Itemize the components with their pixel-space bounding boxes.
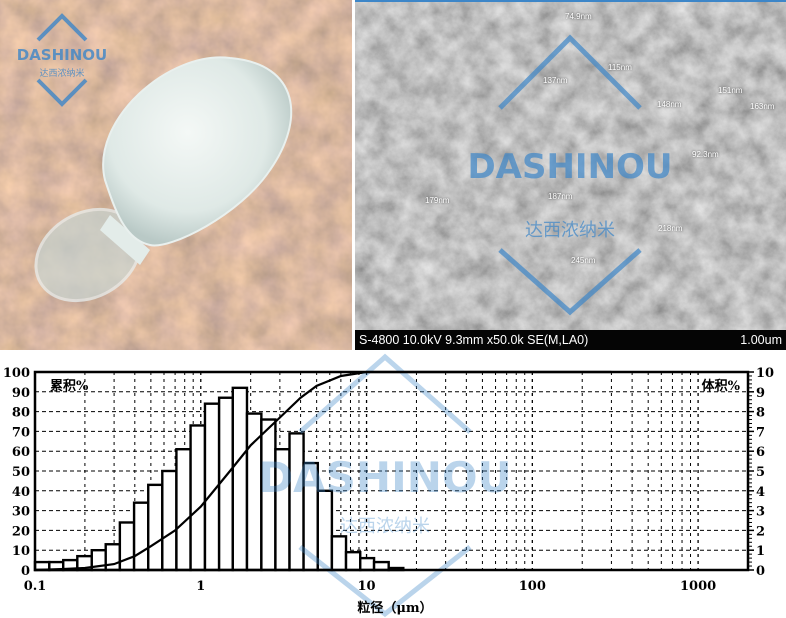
measurement-label: 115nm [608, 63, 632, 72]
right-tick-label: 3 [756, 505, 765, 520]
right-tick-label: 6 [756, 445, 765, 460]
x-axis-label: 粒径（μm） [357, 600, 432, 616]
measurement-label: 148nm [657, 100, 682, 109]
watermark-logo: DASHINOU 达西浓纳米 [258, 353, 512, 618]
right-axis-ticks: 0 1 2 3 4 5 6 7 8 9 10 [748, 366, 774, 579]
particle-size-chart: DASHINOU 达西浓纳米 0 10 20 30 40 50 60 70 80 90 100 0 1… [3, 353, 774, 618]
measurement-label: 218nm [658, 224, 683, 233]
measurement-label: 151nm [718, 86, 743, 95]
volume-bar [147, 483, 164, 572]
product-photo: DASHINOU 达西浓纳米 [0, 0, 352, 350]
volume-bar [330, 535, 348, 572]
right-tick-label: 4 [756, 485, 765, 500]
svg-text:DASHINOU: DASHINOU [17, 46, 107, 64]
volume-bar [104, 543, 122, 572]
sem-info: S-4800 10.0kV 9.3mm x50.0k SE(M,LA0) [359, 333, 589, 347]
right-tick-label: 0 [756, 564, 765, 579]
right-tick-label: 1 [756, 544, 765, 559]
volume-bar [316, 489, 334, 572]
volume-bar [359, 556, 376, 572]
volume-bar [132, 501, 150, 572]
measurement-label: 179nm [425, 196, 450, 205]
left-tick-label: 10 [12, 544, 30, 559]
left-tick-label: 60 [12, 445, 30, 460]
left-tick-label: 0 [21, 564, 30, 579]
glass-bottle [34, 56, 293, 303]
watermark-logo: DASHINOU 达西浓纳米 [17, 13, 107, 107]
svg-text:达西浓纳米: 达西浓纳米 [39, 67, 84, 78]
measurement-label: 92.3nm [692, 150, 719, 159]
volume-bar [175, 448, 192, 572]
sem-info-bar: S-4800 10.0kV 9.3mm x50.0k SE(M,LA0) 1.0… [355, 330, 786, 350]
left-tick-label: 90 [12, 386, 30, 401]
x-tick-label: 1000 [680, 579, 716, 594]
right-tick-label: 7 [756, 425, 765, 440]
volume-bar [161, 469, 178, 572]
left-tick-label: 80 [12, 406, 30, 421]
left-tick-label: 20 [12, 524, 30, 539]
left-tick-label: 100 [3, 366, 30, 381]
x-tick-label: 1 [196, 579, 205, 594]
measurement-label: 245nm [571, 256, 596, 265]
volume-bar [217, 396, 234, 572]
right-tick-label: 9 [756, 386, 765, 401]
measurement-label: 187nm [548, 192, 573, 201]
right-tick-label: 10 [756, 366, 774, 381]
volume-bar [344, 550, 362, 572]
right-tick-label: 5 [756, 465, 765, 480]
svg-text:DASHINOU: DASHINOU [258, 453, 511, 502]
left-tick-label: 30 [12, 505, 30, 520]
sem-scale: 1.00um [740, 333, 782, 347]
volume-bar [189, 424, 207, 572]
left-tick-label: 40 [12, 485, 30, 500]
right-axis-label: 体积% [702, 378, 741, 394]
left-axis-ticks: 0 10 20 30 40 50 60 70 80 90 100 [3, 366, 30, 579]
x-tick-label: 100 [519, 579, 546, 594]
watermark-logo: DASHINOU 达西浓纳米 [467, 34, 673, 316]
left-axis-label: 累积% [50, 378, 89, 394]
svg-text:达西浓纳米: 达西浓纳米 [525, 220, 615, 240]
right-tick-label: 8 [756, 406, 765, 421]
volume-bar [118, 521, 136, 572]
svg-text:DASHINOU: DASHINOU [467, 147, 672, 187]
x-tick-label: 10 [358, 579, 376, 594]
sem-image: DASHINOU 达西浓纳米 [355, 0, 786, 350]
measurement-label: 163nm [750, 102, 775, 111]
svg-text:达西浓纳米: 达西浓纳米 [340, 516, 430, 536]
right-tick-label: 2 [756, 524, 765, 539]
left-tick-label: 70 [12, 425, 30, 440]
measurement-label: 74.9nm [565, 12, 592, 21]
x-tick-label: 0.1 [24, 579, 47, 594]
measurement-label: 137nm [543, 76, 568, 85]
left-tick-label: 50 [12, 465, 30, 480]
volume-bar [231, 386, 249, 572]
x-axis-ticks: 0.1 1 10 100 1000 [24, 579, 717, 594]
